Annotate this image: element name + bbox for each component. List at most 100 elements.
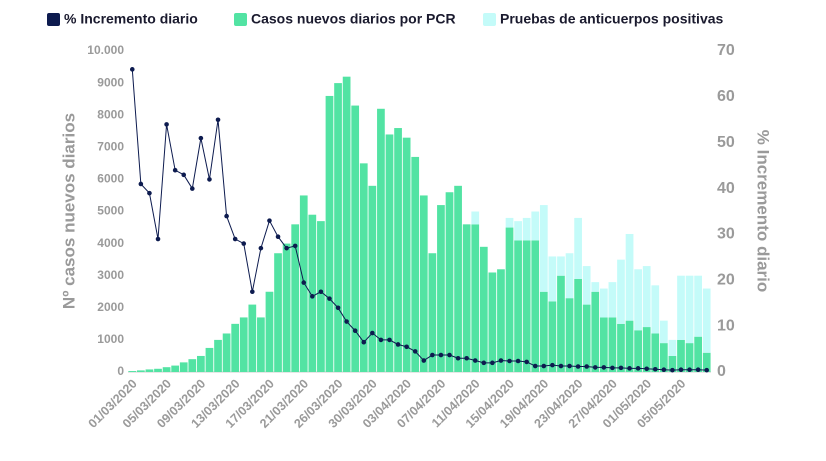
bar xyxy=(505,217,514,228)
bar xyxy=(582,266,591,305)
bar xyxy=(368,185,377,372)
legend-label: % Incremento diario xyxy=(64,11,198,27)
bar xyxy=(402,137,411,372)
y-tick-label: 1000 xyxy=(97,332,124,346)
legend-label: Pruebas de anticuerpos positivas xyxy=(500,11,724,27)
bar xyxy=(437,205,445,372)
point xyxy=(644,366,649,372)
y-tick-label: 9000 xyxy=(97,75,124,89)
bar xyxy=(274,253,282,372)
bar xyxy=(308,214,317,372)
y-tick-label: 2000 xyxy=(97,300,124,314)
bar xyxy=(599,317,608,372)
bar xyxy=(471,211,480,225)
bar xyxy=(128,371,137,372)
point xyxy=(678,367,684,373)
point xyxy=(404,344,409,350)
point xyxy=(129,67,135,72)
bar xyxy=(162,367,171,372)
y2-axis-label: % Incremento diario xyxy=(754,130,773,292)
bar xyxy=(471,224,480,372)
bar xyxy=(694,336,702,372)
bar xyxy=(651,285,660,334)
y2-tick-label: 70 xyxy=(717,42,735,59)
y-tick-label: 10.000 xyxy=(87,43,124,57)
point xyxy=(430,352,435,358)
bar xyxy=(685,275,694,344)
bar xyxy=(351,105,360,372)
point xyxy=(190,186,195,191)
point xyxy=(575,364,581,369)
bar xyxy=(582,304,591,372)
point xyxy=(164,122,169,127)
bar xyxy=(531,211,540,241)
point xyxy=(541,363,547,369)
y2-tick-label: 10 xyxy=(717,317,735,334)
bar xyxy=(599,288,608,318)
y2-tick-label: 40 xyxy=(717,180,735,197)
bar xyxy=(385,134,394,372)
point xyxy=(138,181,144,187)
bar xyxy=(694,275,702,337)
point xyxy=(635,366,641,371)
legend-swatch xyxy=(483,13,496,26)
y-axis-label: Nº casos nuevos diarios xyxy=(59,113,78,309)
bar xyxy=(419,195,428,372)
bar xyxy=(334,83,342,372)
bar xyxy=(188,359,197,372)
bar xyxy=(591,291,600,372)
bar xyxy=(377,108,385,372)
bar xyxy=(574,217,582,279)
bar xyxy=(411,156,420,372)
point xyxy=(172,167,178,173)
bar xyxy=(497,269,505,372)
point xyxy=(455,355,461,361)
point xyxy=(352,328,358,334)
bar xyxy=(248,304,257,372)
bar xyxy=(625,320,634,372)
bar xyxy=(668,355,677,372)
bar xyxy=(325,95,334,372)
bar xyxy=(659,343,668,372)
point xyxy=(258,245,264,251)
bar xyxy=(214,339,222,372)
point xyxy=(181,172,187,178)
y-tick-label: 5000 xyxy=(97,204,124,218)
bar xyxy=(677,339,685,372)
y2-tick-label: 50 xyxy=(717,134,735,151)
point xyxy=(627,366,632,371)
point xyxy=(378,337,384,343)
bar xyxy=(137,370,145,372)
bar xyxy=(522,240,531,372)
point xyxy=(421,358,427,363)
point xyxy=(652,366,658,372)
bar xyxy=(591,282,600,292)
point xyxy=(661,367,667,373)
point xyxy=(310,294,315,299)
y-tick-label: 6000 xyxy=(97,172,124,186)
bar xyxy=(548,256,557,302)
bar xyxy=(514,221,522,241)
bar xyxy=(239,317,248,372)
bar xyxy=(197,355,205,372)
bar xyxy=(531,240,540,372)
bar xyxy=(265,291,274,372)
point xyxy=(670,367,675,373)
bar xyxy=(617,259,625,324)
point xyxy=(498,358,504,363)
bar xyxy=(222,333,231,372)
bar xyxy=(702,288,711,353)
bar xyxy=(608,317,617,372)
bar xyxy=(617,323,625,372)
y2-tick-label: 20 xyxy=(717,272,735,289)
bar xyxy=(642,266,651,328)
point xyxy=(275,234,281,240)
point xyxy=(215,117,221,123)
point xyxy=(695,367,701,373)
bar xyxy=(205,347,214,372)
y-tick-label: 4000 xyxy=(97,236,124,250)
point xyxy=(224,213,229,219)
y-tick-label: 3000 xyxy=(97,268,124,282)
point xyxy=(438,352,444,358)
point xyxy=(267,218,272,223)
